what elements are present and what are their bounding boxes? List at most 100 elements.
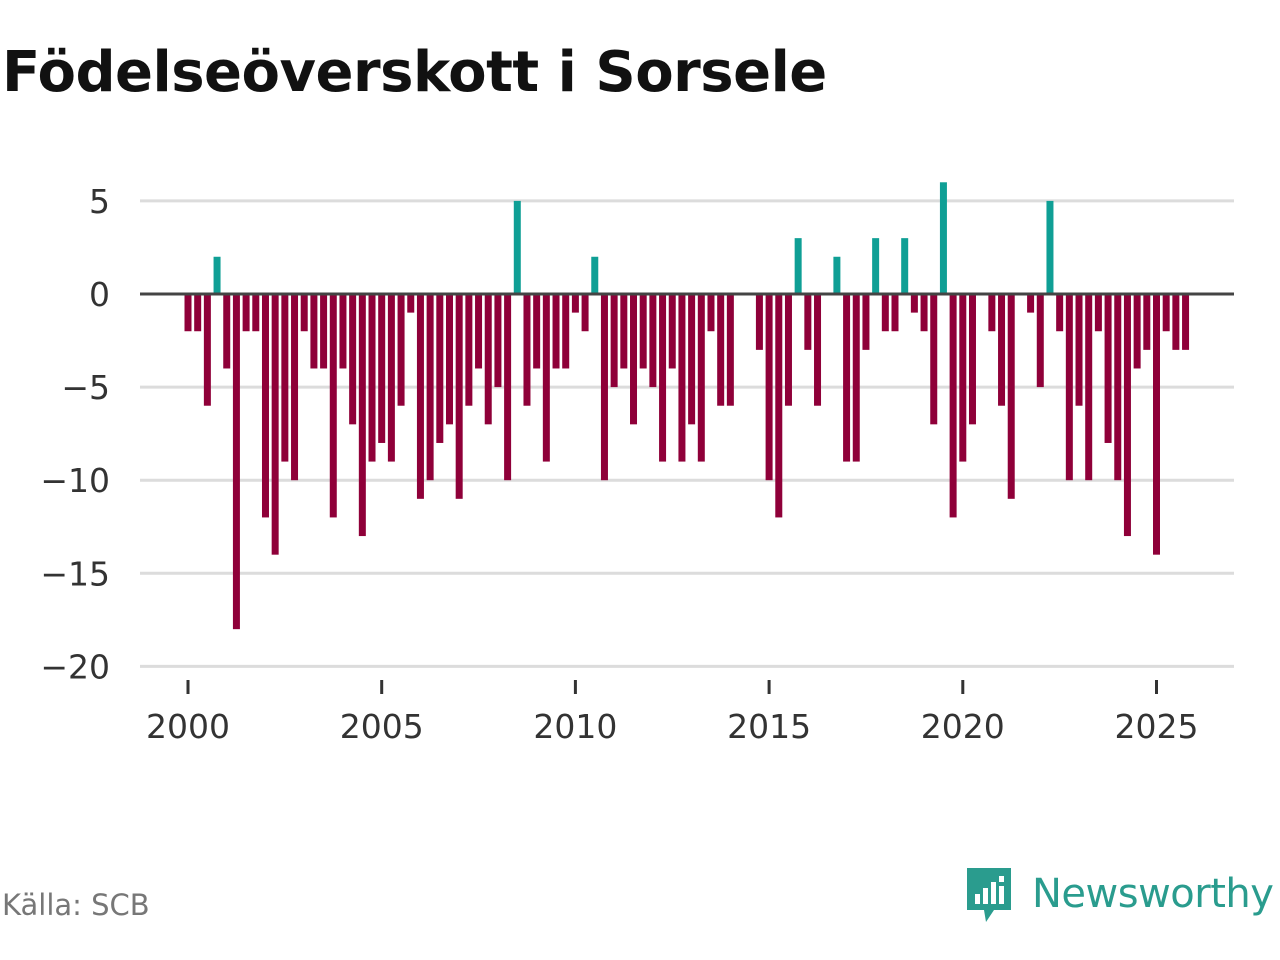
bar-negative	[1123, 294, 1131, 537]
bar-negative	[523, 294, 531, 406]
bar-negative	[862, 294, 870, 350]
bar-positive	[901, 238, 909, 294]
bar-negative	[959, 294, 967, 462]
bar-negative	[843, 294, 851, 462]
bar-negative	[475, 294, 483, 369]
bar-negative	[697, 294, 705, 462]
bar-positive	[513, 200, 521, 294]
bar-negative	[949, 294, 957, 518]
bar-negative	[968, 294, 976, 425]
y-tick-label: −10	[40, 461, 110, 500]
bar-negative	[242, 294, 250, 332]
bar-negative	[814, 294, 822, 406]
bar-negative	[678, 294, 686, 462]
source-note: Källa: SCB	[2, 888, 150, 922]
x-axis: 2000 2005 2010 2015 2020 2025	[146, 680, 1198, 746]
bar-negative	[203, 294, 211, 406]
x-tick-label: 2000	[146, 707, 230, 746]
bar-negative	[1007, 294, 1015, 499]
bar-negative	[852, 294, 860, 462]
bar-negative	[261, 294, 269, 518]
brand-logo: Newsworthy	[964, 864, 1274, 924]
bar-negative	[416, 294, 424, 499]
bar-negative	[552, 294, 560, 369]
bar-negative	[1133, 294, 1141, 369]
bar-positive	[1046, 200, 1054, 294]
bars	[184, 182, 1190, 630]
bar-negative	[659, 294, 667, 462]
bar-negative	[358, 294, 366, 537]
bar-negative	[368, 294, 376, 462]
x-tick-label: 2020	[921, 707, 1005, 746]
y-tick-label: 5	[89, 182, 110, 221]
bar-positive	[591, 256, 599, 294]
bar-negative	[910, 294, 918, 313]
bar-negative	[1094, 294, 1102, 332]
bar-negative	[620, 294, 628, 369]
y-tick-label: −20	[40, 647, 110, 686]
x-tick-label: 2015	[727, 707, 811, 746]
bar-negative	[232, 294, 240, 630]
bar-positive	[794, 238, 802, 294]
bar-negative	[1172, 294, 1180, 350]
bar-negative	[755, 294, 763, 350]
bar-negative	[426, 294, 434, 481]
bar-negative	[930, 294, 938, 425]
x-tick-label: 2005	[340, 707, 424, 746]
y-tick-label: −15	[40, 554, 110, 593]
brand-name: Newsworthy	[1032, 871, 1274, 917]
bar-negative	[571, 294, 579, 313]
bar-negative	[649, 294, 657, 388]
y-axis: 5 0 −5 −10 −15 −20	[40, 182, 110, 687]
bar-positive	[833, 256, 841, 294]
bar-negative	[1162, 294, 1170, 332]
bar-negative	[998, 294, 1006, 406]
bar-negative	[184, 294, 192, 332]
bar-chart: 5 0 −5 −10 −15 −20 2000 2005 2010 2015 2020 2025	[40, 182, 1234, 746]
bar-negative	[988, 294, 996, 332]
x-tick-label: 2025	[1115, 707, 1199, 746]
bar-negative	[194, 294, 202, 332]
bar-negative	[707, 294, 715, 332]
bar-negative	[1153, 294, 1160, 555]
bar-negative	[891, 294, 899, 332]
chart-title: Födelseöverskott i Sorsele	[2, 40, 827, 105]
bar-negative	[320, 294, 328, 369]
bar-positive	[939, 182, 947, 294]
newsworthy-logo-icon	[967, 868, 1011, 922]
bar-negative	[562, 294, 570, 369]
bar-negative	[378, 294, 386, 443]
bar-negative	[784, 294, 792, 406]
bar-negative	[455, 294, 463, 499]
bar-negative	[504, 294, 512, 481]
bar-negative	[581, 294, 589, 332]
bar-negative	[920, 294, 928, 332]
bar-negative	[465, 294, 473, 406]
bar-negative	[339, 294, 347, 369]
bar-negative	[1143, 294, 1151, 350]
bar-negative	[726, 294, 734, 406]
bar-negative	[387, 294, 395, 462]
bar-negative	[291, 294, 299, 481]
bar-negative	[494, 294, 502, 388]
bar-negative	[349, 294, 357, 425]
bar-negative	[1114, 294, 1122, 481]
bar-negative	[542, 294, 550, 462]
bar-negative	[639, 294, 647, 369]
bar-negative	[281, 294, 289, 462]
bar-negative	[688, 294, 696, 425]
bar-negative	[252, 294, 260, 332]
bar-negative	[610, 294, 618, 388]
bar-negative	[717, 294, 725, 406]
bar-negative	[300, 294, 308, 332]
bar-negative	[1027, 294, 1035, 313]
bar-negative	[775, 294, 783, 518]
y-tick-label: 0	[89, 275, 110, 314]
bar-negative	[1182, 294, 1190, 350]
bar-positive	[872, 238, 880, 294]
y-tick-label: −5	[61, 368, 110, 407]
bar-negative	[765, 294, 773, 481]
bar-negative	[1104, 294, 1112, 443]
x-tick-label: 2010	[533, 707, 617, 746]
bar-negative	[1085, 294, 1093, 481]
